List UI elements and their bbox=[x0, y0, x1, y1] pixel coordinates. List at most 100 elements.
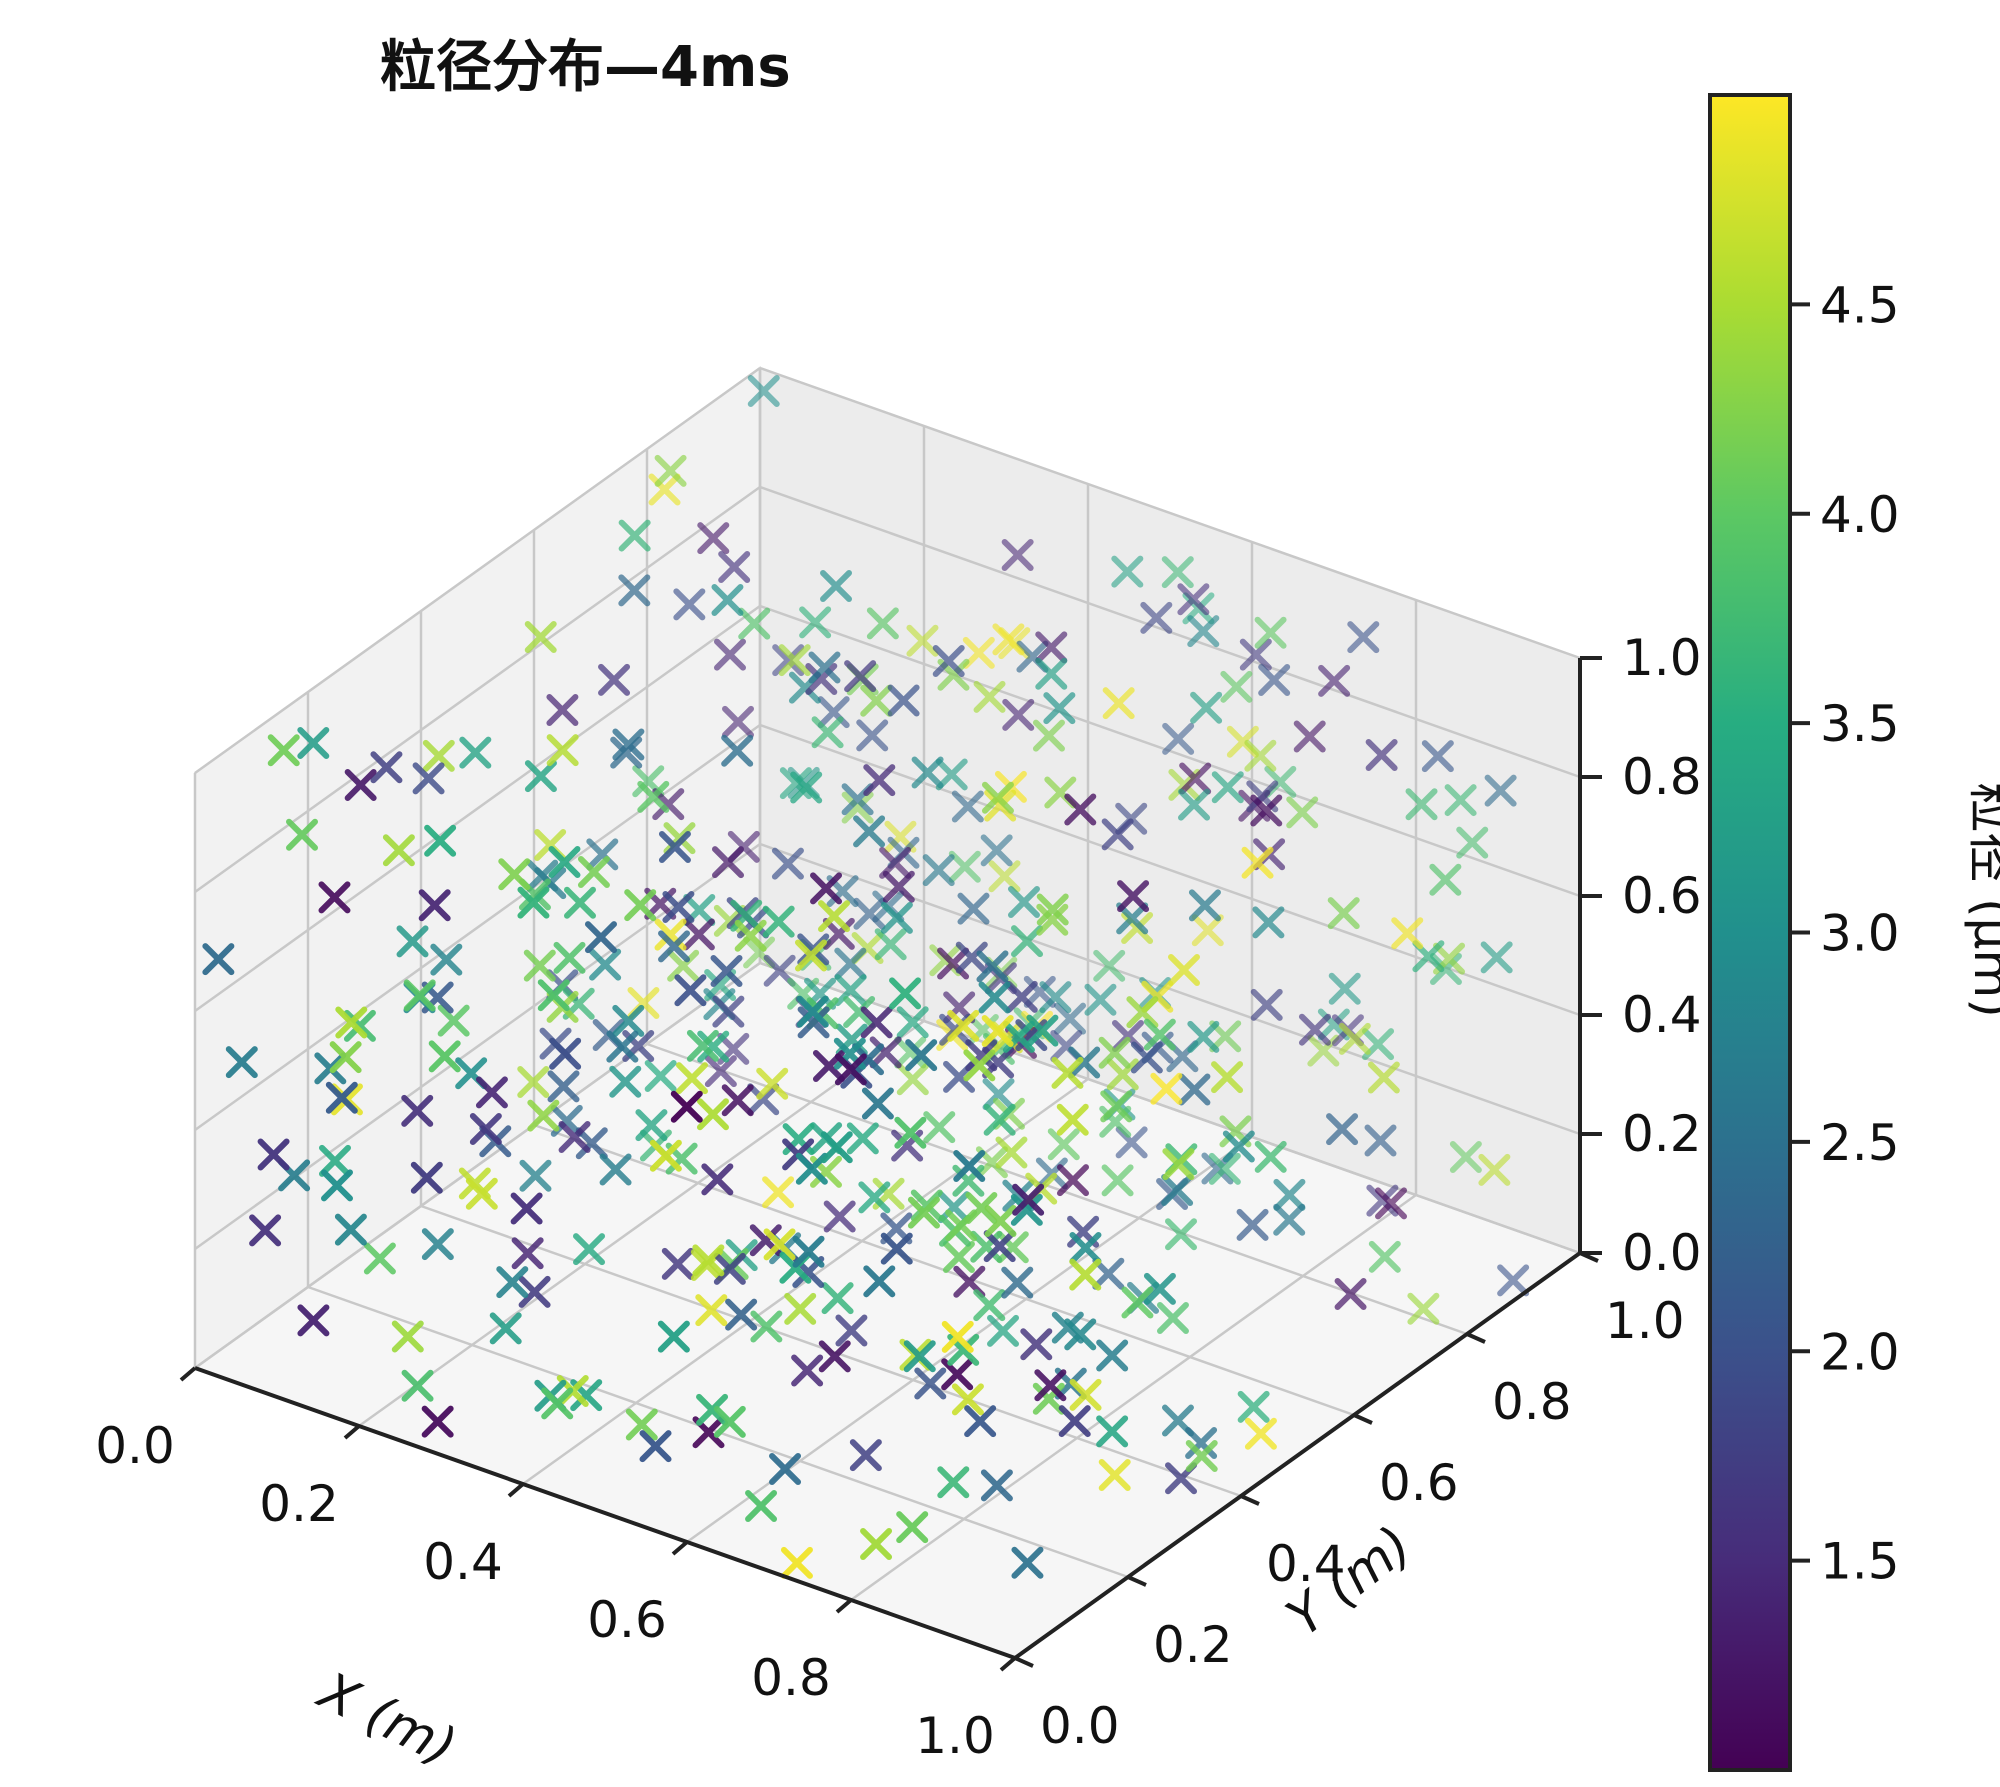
data-point-280 bbox=[697, 1030, 730, 1063]
data-point-444 bbox=[329, 1041, 362, 1074]
data-point-262 bbox=[1241, 846, 1274, 879]
data-point-217 bbox=[1056, 1164, 1089, 1197]
data-point-419 bbox=[674, 974, 707, 1007]
data-point-283 bbox=[1161, 1173, 1194, 1206]
data-point-454 bbox=[763, 1228, 796, 1261]
y-axis-line bbox=[1013, 1251, 1582, 1660]
data-point-422 bbox=[625, 1408, 658, 1441]
data-point-115 bbox=[1208, 1152, 1241, 1185]
data-point-373 bbox=[344, 768, 377, 801]
data-point-466 bbox=[796, 995, 829, 1028]
data-point-287 bbox=[523, 949, 556, 982]
data-point-112 bbox=[1190, 691, 1223, 724]
data-point-318 bbox=[1244, 1417, 1277, 1450]
data-point-197 bbox=[1367, 1061, 1400, 1094]
data-point-420 bbox=[818, 1340, 851, 1373]
data-point-74 bbox=[973, 680, 1006, 713]
data-point-334 bbox=[762, 905, 795, 938]
data-point-150 bbox=[618, 574, 651, 607]
data-point-329 bbox=[1117, 880, 1150, 913]
data-point-325 bbox=[553, 941, 586, 974]
data-point-430 bbox=[335, 1006, 368, 1039]
data-point-395 bbox=[475, 1076, 508, 1109]
y-tick-label-4: 0.8 bbox=[1492, 1373, 1572, 1431]
data-point-438 bbox=[852, 1043, 885, 1076]
data-point-292 bbox=[756, 1067, 789, 1100]
data-point-256 bbox=[547, 1070, 580, 1103]
data-point-493 bbox=[780, 1546, 813, 1579]
x-axis-label: X (m) bbox=[307, 1660, 465, 1778]
data-point-212 bbox=[1252, 906, 1285, 939]
data-point-378 bbox=[1162, 1148, 1195, 1181]
data-point-426 bbox=[1064, 1318, 1097, 1351]
data-point-232 bbox=[984, 789, 1017, 822]
x-tick-1 bbox=[343, 1424, 361, 1440]
data-point-236 bbox=[863, 764, 896, 797]
data-point-450 bbox=[1056, 1103, 1089, 1136]
data-point-481 bbox=[657, 1320, 690, 1353]
data-point-363 bbox=[797, 1006, 830, 1039]
data-point-382 bbox=[465, 1177, 498, 1210]
data-point-121 bbox=[1178, 788, 1211, 821]
data-point-322 bbox=[1001, 1266, 1034, 1299]
data-point-10 bbox=[988, 860, 1021, 893]
data-point-397 bbox=[1051, 1056, 1084, 1089]
data-point-418 bbox=[202, 943, 235, 976]
data-point-145 bbox=[1407, 1292, 1440, 1325]
axes: 0.0 0.0 0.0 0.2 0.2 0.2 0.4 0.4 0.4 0.6 0.6 0.6 0.8 0… bbox=[95, 629, 1701, 1778]
data-point-465 bbox=[510, 1192, 543, 1225]
data-point-48 bbox=[856, 719, 889, 752]
data-point-43 bbox=[929, 944, 962, 977]
x-tick-label-1: 0.2 bbox=[259, 1475, 339, 1533]
x-tick-label-4: 0.8 bbox=[751, 1649, 831, 1707]
data-point-206 bbox=[1273, 1178, 1306, 1211]
data-point-208 bbox=[1273, 1203, 1306, 1236]
data-point-144 bbox=[586, 838, 619, 871]
grid-z-side-2 bbox=[194, 723, 761, 1132]
data-point-437 bbox=[983, 1230, 1016, 1263]
data-point-387 bbox=[318, 881, 351, 914]
data-point-302 bbox=[1126, 996, 1159, 1029]
data-point-260 bbox=[858, 1181, 891, 1214]
data-point-372 bbox=[910, 1189, 943, 1222]
data-point-285 bbox=[524, 760, 557, 793]
data-point-268 bbox=[721, 734, 754, 767]
data-point-479 bbox=[639, 1430, 672, 1463]
colorbar-tick-label-3: 3.0 bbox=[1820, 905, 1900, 963]
grid-z-side-0 bbox=[194, 961, 761, 1370]
data-point-41 bbox=[853, 897, 886, 930]
data-point-90 bbox=[1039, 981, 1072, 1014]
data-point-313 bbox=[983, 1103, 1016, 1136]
data-point-78 bbox=[1254, 616, 1287, 649]
data-point-390 bbox=[818, 900, 851, 933]
data-point-230 bbox=[1326, 1113, 1359, 1146]
data-point-199 bbox=[887, 684, 920, 717]
data-point-9 bbox=[722, 705, 755, 738]
data-point-203 bbox=[610, 736, 643, 769]
data-point-276 bbox=[981, 781, 1014, 814]
data-point-128 bbox=[1032, 719, 1065, 752]
data-point-65 bbox=[1187, 615, 1220, 648]
data-point-130 bbox=[1047, 1128, 1080, 1161]
data-point-101 bbox=[1478, 1153, 1511, 1186]
data-point-297 bbox=[396, 925, 429, 958]
data-point-474 bbox=[696, 1393, 729, 1426]
data-point-489 bbox=[863, 1265, 896, 1298]
data-point-157 bbox=[1250, 988, 1283, 1021]
data-point-453 bbox=[421, 1405, 454, 1438]
x-tick-4 bbox=[835, 1598, 853, 1614]
data-point-406 bbox=[548, 845, 581, 878]
data-point-415 bbox=[334, 1213, 367, 1246]
data-point-365 bbox=[713, 1252, 746, 1285]
data-point-446 bbox=[1026, 1014, 1059, 1047]
y-tick-3 bbox=[1353, 1413, 1373, 1425]
data-point-439 bbox=[1069, 1231, 1102, 1264]
data-point-498 bbox=[941, 1320, 974, 1353]
data-point-211 bbox=[937, 1191, 970, 1224]
x-axis-line bbox=[194, 1366, 1016, 1660]
data-point-193 bbox=[524, 621, 557, 654]
data-point-198 bbox=[923, 1111, 956, 1144]
data-point-24 bbox=[1307, 1034, 1340, 1067]
data-point-311 bbox=[973, 1289, 1006, 1322]
data-point-398 bbox=[860, 1006, 893, 1039]
